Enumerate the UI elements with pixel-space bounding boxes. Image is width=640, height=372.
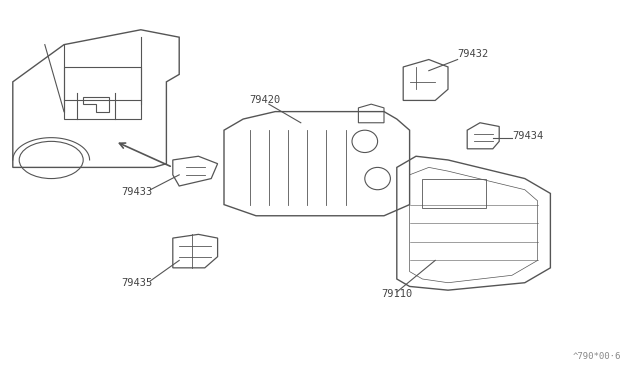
Text: 79435: 79435 — [122, 278, 153, 288]
Text: 79110: 79110 — [381, 289, 412, 299]
Text: 79434: 79434 — [512, 131, 543, 141]
Text: 79432: 79432 — [458, 49, 489, 59]
Text: 79420: 79420 — [250, 96, 281, 105]
Bar — [64, 67, 141, 119]
Text: ^790*00·6: ^790*00·6 — [572, 352, 621, 361]
Bar — [422, 179, 486, 208]
Text: 79433: 79433 — [122, 187, 153, 196]
